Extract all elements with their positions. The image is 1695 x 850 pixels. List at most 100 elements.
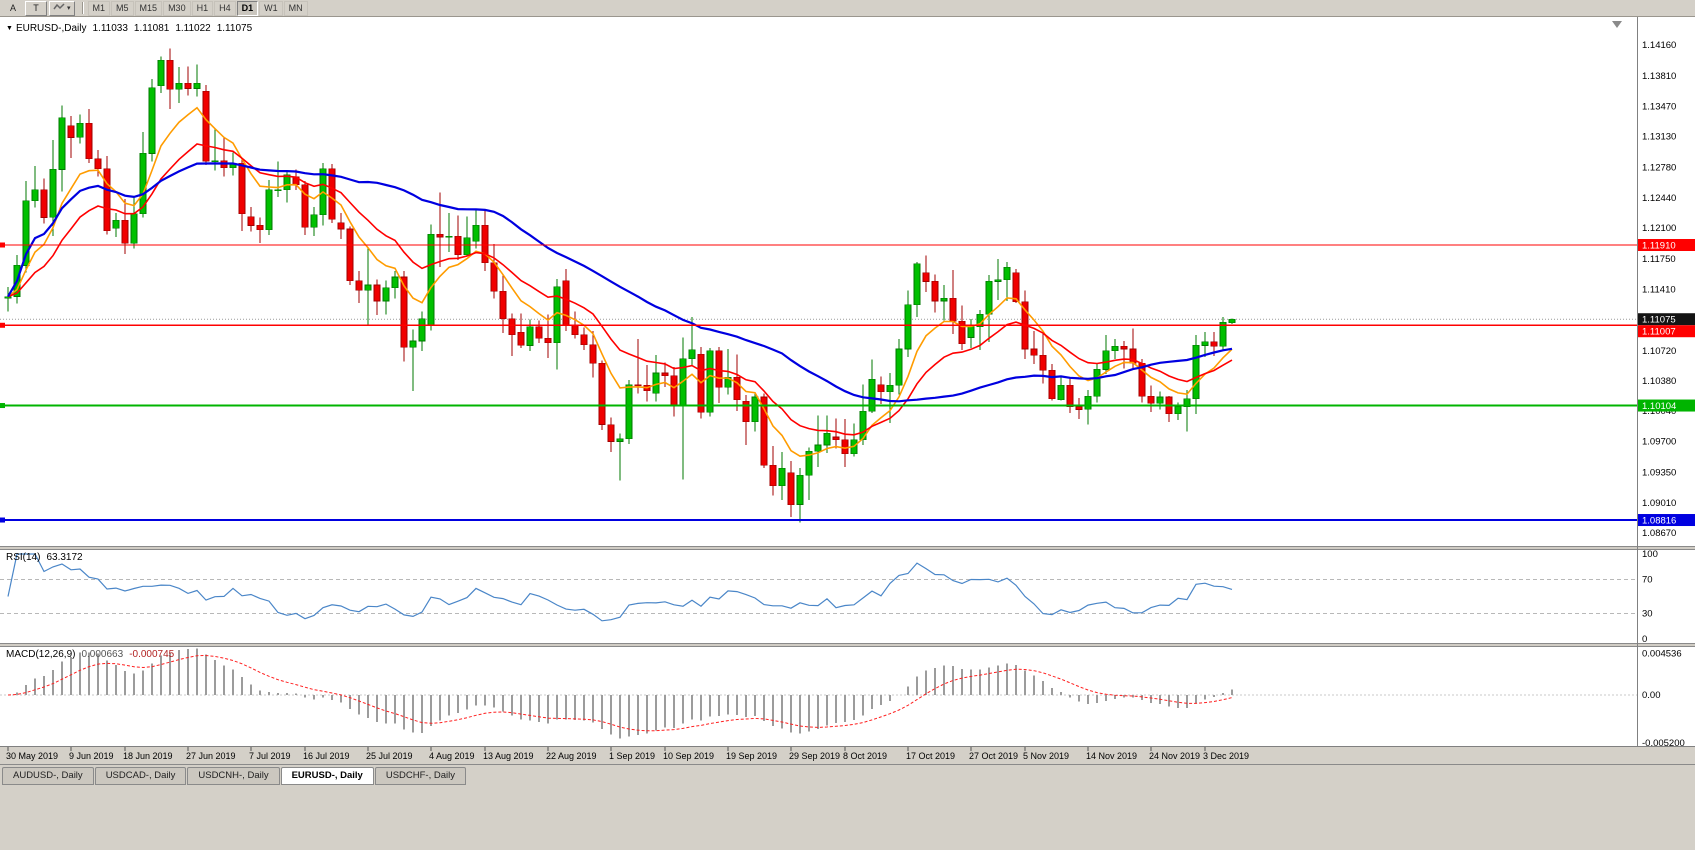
candle xyxy=(580,327,588,350)
chart-tab-audusd-daily[interactable]: AUDUSD-, Daily xyxy=(2,767,94,785)
candle-body xyxy=(1066,385,1074,407)
rsi-value: 63.3172 xyxy=(46,552,83,563)
drawing-tool-button[interactable]: ▾ xyxy=(49,0,75,16)
candle xyxy=(598,360,606,430)
rsi-axis-label: 30 xyxy=(1642,609,1653,620)
candle-body xyxy=(40,189,48,218)
candle-body xyxy=(895,348,903,386)
candle xyxy=(184,66,192,96)
candle xyxy=(1183,389,1191,432)
current-price-tag xyxy=(1638,313,1695,326)
candle xyxy=(931,274,939,313)
candle-body xyxy=(436,234,444,238)
price-axis-label: 1.11750 xyxy=(1642,254,1676,265)
timeframe-button-m5[interactable]: M5 xyxy=(111,0,134,16)
candle xyxy=(238,158,246,231)
timeframe-button-d1[interactable]: D1 xyxy=(236,0,259,16)
timeframe-button-w1[interactable]: W1 xyxy=(259,0,283,16)
candle-body xyxy=(184,82,192,89)
price-axis-label: 1.12440 xyxy=(1642,193,1676,204)
candle-body xyxy=(886,385,894,392)
time-axis-label: 30 May 2019 xyxy=(6,751,58,761)
candle-body xyxy=(949,297,957,322)
chart-tab-usdcnh-daily[interactable]: USDCNH-, Daily xyxy=(187,767,280,785)
candle-body xyxy=(301,184,309,228)
candle-body xyxy=(67,125,75,138)
candle xyxy=(535,320,543,343)
candle-body xyxy=(1003,266,1011,280)
pane-separator[interactable] xyxy=(0,546,1695,550)
time-axis-label: 8 Oct 2019 xyxy=(843,751,887,761)
candle-body xyxy=(157,59,165,87)
candle-body xyxy=(1075,406,1083,410)
time-axis-label: 13 Aug 2019 xyxy=(483,751,534,761)
time-axis[interactable] xyxy=(0,746,1695,764)
time-axis-label: 16 Jul 2019 xyxy=(303,751,350,761)
toolbar-separator xyxy=(81,2,83,14)
rsi-name: RSI(14) xyxy=(6,552,41,563)
candle-body xyxy=(526,326,534,346)
candle xyxy=(1003,261,1011,301)
candle xyxy=(67,116,75,158)
candle xyxy=(769,445,777,496)
timeframe-button-m30[interactable]: M30 xyxy=(163,0,191,16)
candle-body xyxy=(337,222,345,230)
timeframe-button-mn[interactable]: MN xyxy=(283,0,308,16)
timeframe-button-h4[interactable]: H4 xyxy=(214,0,236,16)
timeframe-button-h1[interactable]: H1 xyxy=(191,0,214,16)
candle-body xyxy=(490,262,498,292)
ma-8-line xyxy=(7,106,1233,458)
chart-canvas[interactable]: 1.14160 1.13810 1.13470 1.13130 1.12780 1.124… xyxy=(0,17,1695,764)
candle xyxy=(832,418,840,449)
candle-body xyxy=(76,122,84,138)
candle xyxy=(472,209,480,249)
chart-background xyxy=(0,17,1695,764)
candle-body xyxy=(391,276,399,288)
candle xyxy=(1075,397,1083,420)
dropdown-caret-icon: ▾ xyxy=(67,5,71,12)
price-axis-label: 1.12780 xyxy=(1642,163,1676,174)
rsi-axis-label: 100 xyxy=(1642,549,1658,560)
candle-body xyxy=(877,384,885,393)
candle xyxy=(58,105,66,192)
chart-tab-usdcad-daily[interactable]: USDCAD-, Daily xyxy=(94,767,187,785)
candle-body xyxy=(562,280,570,326)
candle xyxy=(1219,317,1227,351)
chart-shift-marker[interactable] xyxy=(1612,21,1622,28)
candle xyxy=(274,161,282,197)
symbol-dropdown-icon[interactable]: ▼ xyxy=(6,25,13,32)
candle-body xyxy=(661,372,669,377)
candle xyxy=(787,461,795,517)
candle xyxy=(202,85,210,165)
price-level-left-marker xyxy=(0,242,5,248)
timeframe-button-m1[interactable]: M1 xyxy=(87,0,111,16)
candle-body xyxy=(445,235,453,238)
candle xyxy=(1066,378,1074,413)
toolbar-button-a[interactable]: A xyxy=(9,3,16,13)
chart-tab-usdchf-daily[interactable]: USDCHF-, Daily xyxy=(374,767,466,785)
candle xyxy=(391,270,399,299)
candle-body xyxy=(49,169,57,218)
chart-window: 1.14160 1.13810 1.13470 1.13130 1.12780 1.124… xyxy=(0,17,1695,764)
candle xyxy=(1084,389,1092,425)
candle-body xyxy=(706,350,714,413)
candle xyxy=(193,64,201,97)
candle xyxy=(112,213,120,237)
candle-body xyxy=(967,326,975,338)
candle xyxy=(859,384,867,445)
pane-separator[interactable] xyxy=(0,643,1695,647)
candle-body xyxy=(1192,345,1200,399)
candle-body xyxy=(1228,318,1236,324)
toolbar-button-t[interactable]: T xyxy=(25,0,47,16)
time-axis-label: 9 Jun 2019 xyxy=(69,751,114,761)
chart-tab-eurusd-daily[interactable]: EURUSD-, Daily xyxy=(280,767,374,785)
candle xyxy=(1030,331,1038,365)
candle-body xyxy=(211,160,219,162)
candle-body xyxy=(508,318,516,336)
price-level-tag xyxy=(1638,399,1695,412)
price-axis-label: 1.13810 xyxy=(1642,71,1676,82)
candle xyxy=(85,109,93,164)
price-axis-label: 1.10380 xyxy=(1642,376,1676,387)
ma-17-line xyxy=(7,143,1233,436)
timeframe-button-m15[interactable]: M15 xyxy=(134,0,163,16)
